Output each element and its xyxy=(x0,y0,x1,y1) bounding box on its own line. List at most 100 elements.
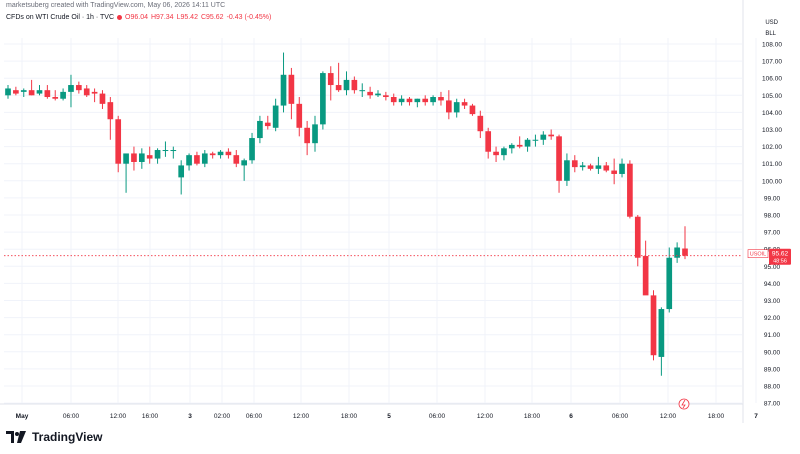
candle-body xyxy=(20,90,27,92)
ohlc-open: O96.04 xyxy=(125,14,148,21)
currency-unit[interactable]: USD BLL xyxy=(765,18,778,40)
time-tick-label: 12:00 xyxy=(293,413,310,420)
ohlc-low: L95.42 xyxy=(176,14,198,21)
candle-body xyxy=(138,153,145,162)
ohlc-close: C95.62 xyxy=(200,14,224,21)
price-tag-countdown: 48:56 xyxy=(773,259,787,265)
price-tick-label: 108.00 xyxy=(762,42,782,49)
time-tick-label: 16:00 xyxy=(142,413,159,420)
time-tick-label: 12:00 xyxy=(477,413,494,420)
candle-body xyxy=(642,256,649,296)
candle-body xyxy=(564,160,570,181)
event-marker-icon xyxy=(678,398,690,410)
candle-body xyxy=(469,105,476,115)
symbol-tag-box xyxy=(747,249,769,258)
price-tick-label: 87.00 xyxy=(764,401,781,408)
price-tick-label: 94.00 xyxy=(764,281,781,288)
candle-body xyxy=(107,102,114,120)
candle-body xyxy=(367,91,373,96)
candle-body xyxy=(194,155,200,164)
candle-body xyxy=(627,163,633,217)
candle-body xyxy=(288,74,295,104)
time-tick-label: 12:00 xyxy=(660,413,677,420)
time-tick-label: 18:00 xyxy=(341,413,358,420)
price-tick-label: 99.00 xyxy=(764,195,781,202)
candle-body xyxy=(666,257,673,310)
candle-body xyxy=(272,105,279,128)
candle-body xyxy=(162,150,169,152)
time-tick-label: 18:00 xyxy=(524,413,541,420)
candle-body xyxy=(13,90,19,94)
price-tick-label: 97.00 xyxy=(764,230,781,237)
symbol-tag-text: USOIL xyxy=(750,252,767,258)
candle-body xyxy=(343,79,350,91)
price-tick-label: 95.00 xyxy=(764,264,781,271)
symbol-description: CFDs on WTI Crude Oil · 1h · TVC xyxy=(6,14,115,21)
candle-body xyxy=(516,144,523,147)
time-tick-label: 06:00 xyxy=(63,413,80,420)
candle-body xyxy=(241,160,247,166)
candle-body xyxy=(327,73,334,86)
candle-body xyxy=(422,98,429,103)
time-tick-label: 18:00 xyxy=(708,413,725,420)
price-tick-label: 89.00 xyxy=(764,366,781,373)
candle-body xyxy=(296,103,303,128)
price-tick-label: 107.00 xyxy=(762,59,782,66)
market-status-icon xyxy=(117,15,123,20)
price-tag-box xyxy=(769,248,791,265)
candle-body xyxy=(28,90,35,96)
candle-body xyxy=(178,165,185,178)
candle-body xyxy=(335,85,342,91)
candle-body xyxy=(249,138,255,161)
tradingview-logo-icon xyxy=(6,431,26,443)
chart-header: marketsuberg created with TradingView.co… xyxy=(6,2,271,21)
symbol-info: CFDs on WTI Crude Oil · 1h · TVC O96.04 … xyxy=(6,14,271,21)
candle-body xyxy=(414,98,421,103)
candle-body xyxy=(548,134,555,137)
candle-body xyxy=(453,102,460,113)
unit-label: BLL xyxy=(765,31,777,37)
brand-name: TradingView xyxy=(32,430,103,444)
candle-body xyxy=(257,120,263,139)
candle-body xyxy=(501,148,507,156)
candle-body xyxy=(209,153,216,156)
candle-body xyxy=(91,91,98,94)
time-tick-label: 5 xyxy=(387,413,391,420)
price-change: -0.43 (-0.45%) xyxy=(226,14,272,21)
candle-body xyxy=(320,73,326,125)
candle-body xyxy=(68,85,74,92)
candle-body xyxy=(60,91,66,99)
candle-body xyxy=(532,139,539,141)
candle-body xyxy=(587,165,594,169)
price-tick-label: 90.00 xyxy=(764,349,781,356)
price-tick-label: 98.00 xyxy=(764,213,781,220)
candle-body xyxy=(154,150,161,159)
candle-body xyxy=(217,151,224,156)
candle-body xyxy=(36,90,43,94)
candle-body xyxy=(650,295,657,356)
price-tick-label: 101.00 xyxy=(762,161,782,168)
time-tick-label: 06:00 xyxy=(429,413,446,420)
candle-body xyxy=(524,139,531,147)
candle-body xyxy=(477,115,484,132)
candle-body xyxy=(383,95,389,98)
time-tick-label: 06:00 xyxy=(612,413,629,420)
price-tick-label: 106.00 xyxy=(762,76,782,83)
currency-label: USD xyxy=(765,20,778,26)
candle-body xyxy=(682,248,688,256)
candle-body xyxy=(603,165,610,171)
price-tick-label: 105.00 xyxy=(762,93,782,100)
candle-body xyxy=(83,88,90,96)
tradingview-logo: TradingView xyxy=(6,430,102,444)
price-tag-value: 95.62 xyxy=(772,251,789,258)
candle-body xyxy=(201,153,208,164)
price-tick-label: 88.00 xyxy=(764,384,781,391)
candle-body xyxy=(674,247,680,258)
candle-body xyxy=(233,155,240,164)
candle-body xyxy=(634,216,641,258)
candle-body xyxy=(186,155,192,166)
candle-body xyxy=(508,144,515,149)
candle-body xyxy=(99,93,106,104)
attribution-text: marketsuberg created with TradingView.co… xyxy=(6,2,226,9)
